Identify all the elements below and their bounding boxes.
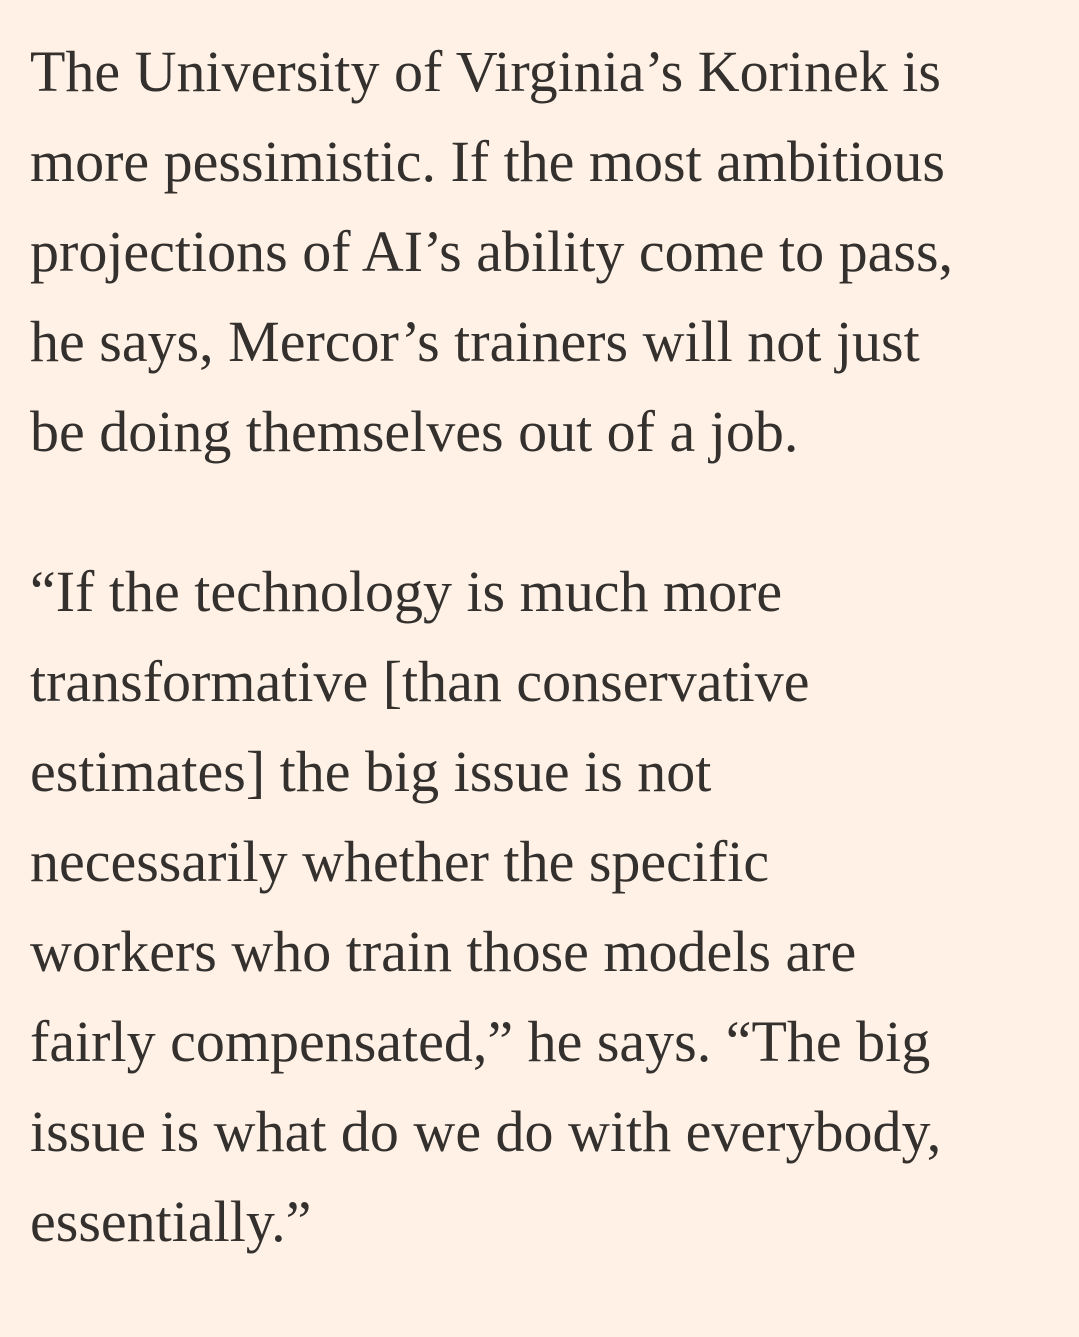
text-line: The University of Virginia’s Korinek is: [30, 39, 941, 104]
paragraph: “If the technology is much more transfor…: [30, 547, 1079, 1267]
text-line: essentially.”: [30, 1189, 312, 1254]
text-line: projections of AI’s ability come to pass…: [30, 219, 954, 284]
text-line: necessarily whether the specific: [30, 829, 770, 894]
text-line: issue is what do we do with everybody,: [30, 1099, 942, 1164]
text-line: more pessimistic. If the most ambitious: [30, 129, 946, 194]
text-line: workers who train those models are: [30, 919, 857, 984]
text-line: transformative [than conservative: [30, 649, 810, 714]
text-line: he says, Mercor’s trainers will not just: [30, 309, 920, 374]
text-line: fairly compensated,” he says. “The big: [30, 1009, 931, 1074]
text-line: be doing themselves out of a job.: [30, 399, 799, 464]
article-body: The University of Virginia’s Korinek is …: [30, 27, 1079, 1337]
paragraph: The University of Virginia’s Korinek is …: [30, 27, 1079, 477]
text-line: “If the technology is much more: [30, 559, 783, 624]
text-line: estimates] the big issue is not: [30, 739, 712, 804]
